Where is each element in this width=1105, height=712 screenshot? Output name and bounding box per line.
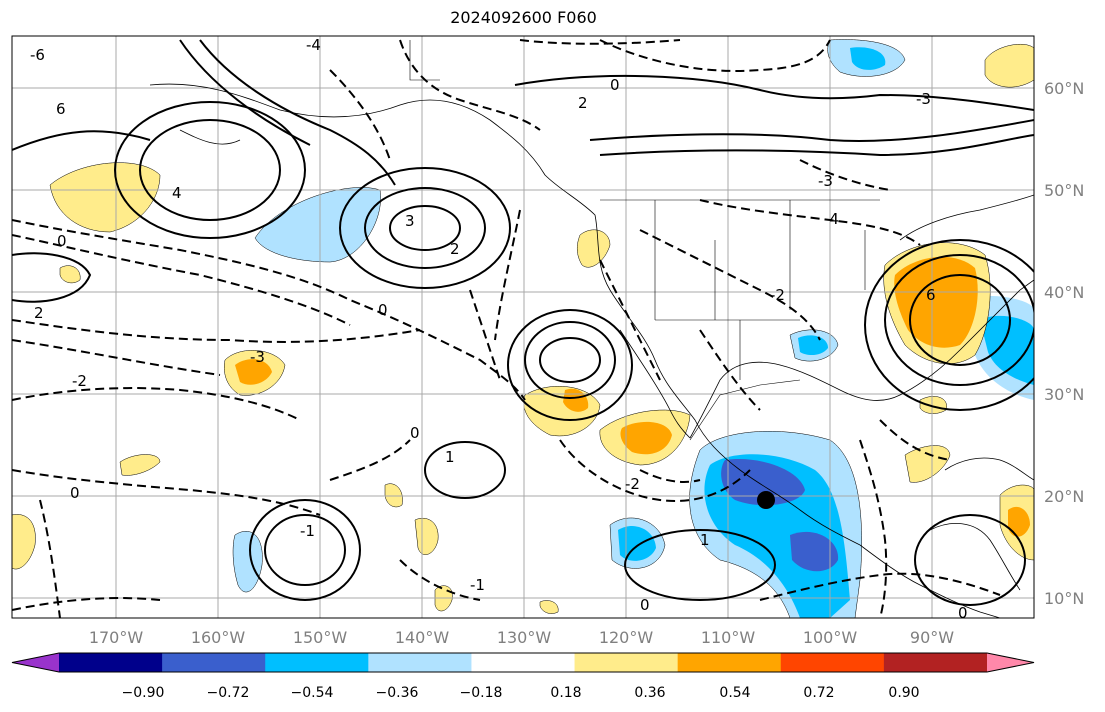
- colorbar-swatch: [883, 653, 988, 672]
- shaded-fields: [12, 39, 1034, 618]
- colorbar-swatch: [368, 653, 472, 672]
- contour-label-6: 6: [56, 100, 66, 118]
- contour-label-0d: 0: [958, 604, 968, 622]
- contour-label-0e: 0: [70, 484, 80, 502]
- contour-label-neg1b: -1: [470, 576, 485, 594]
- contour-label-neg4b: -4: [306, 36, 321, 54]
- map-background: [12, 36, 1034, 618]
- contour-label-neg3c: -3: [818, 172, 833, 190]
- colorbar-tick-label: −0.54: [291, 685, 334, 701]
- colorbar-tick-label: 0.36: [634, 685, 665, 701]
- colorbar-tick-label: −0.90: [122, 685, 165, 701]
- lat-label: 20°N: [1044, 487, 1084, 506]
- lat-label: 60°N: [1044, 79, 1084, 98]
- contour-label-2c: 2: [450, 240, 460, 258]
- colorbar-tick-label: 0.54: [719, 685, 750, 701]
- lon-label: 100°W: [803, 628, 858, 647]
- latitude-labels: 60°N 50°N 40°N 30°N 20°N 10°N: [1044, 79, 1084, 608]
- contour-label-neg2: -2: [625, 475, 640, 493]
- contour-label-neg4: -4: [824, 210, 839, 228]
- lon-label: 170°W: [89, 628, 144, 647]
- lon-label: 130°W: [497, 628, 552, 647]
- colorbar-tick-label: −0.18: [460, 685, 503, 701]
- colorbar-swatch: [265, 653, 369, 672]
- contour-label-0g: 0: [410, 424, 420, 442]
- map-border: [11, 35, 1035, 619]
- contour-label-neg3: -3: [250, 348, 265, 366]
- lat-label: 30°N: [1044, 385, 1084, 404]
- contour-label-0: 0: [57, 232, 67, 250]
- contour-label-6b: 6: [926, 286, 936, 304]
- contour-label-2b: 2: [578, 94, 588, 112]
- colorbar-swatch: [677, 653, 782, 672]
- colorbar-swatch: [59, 653, 163, 672]
- colorbar-swatch: [471, 653, 576, 672]
- lon-label: 150°W: [293, 628, 348, 647]
- colorbar-swatch: [780, 653, 885, 672]
- contour-label-1b: 1: [700, 531, 710, 549]
- longitude-labels: 170°W 160°W 150°W 140°W 130°W 120°W 110°…: [89, 628, 954, 647]
- contour-label-neg2b: -2: [72, 372, 87, 390]
- colorbar-extend-max: [987, 653, 1034, 672]
- map-title: 2024092600 F060: [450, 8, 597, 27]
- contour-label-4: 4: [172, 184, 182, 202]
- lon-label: 140°W: [395, 628, 450, 647]
- contour-label-0f: 0: [378, 301, 388, 319]
- lon-label: 110°W: [701, 628, 756, 647]
- contour-label-0c: 0: [640, 596, 650, 614]
- lat-label: 10°N: [1044, 589, 1084, 608]
- lon-label: 90°W: [910, 628, 954, 647]
- colorbar: [11, 652, 1035, 673]
- contour-label-1: 1: [445, 448, 455, 466]
- colorbar-tick-label: −0.72: [207, 685, 250, 701]
- contour-label-neg2c: -2: [770, 286, 785, 304]
- colorbar-tick-label: 0.90: [888, 685, 919, 701]
- contour-value-labels: 6 4 2 0 -1 -2 -3 -4 3 1 -6 0 2 -3 -3 0 -…: [30, 36, 968, 622]
- colorbar-tick-label: −0.36: [376, 685, 419, 701]
- colorbar-outline: [11, 652, 1035, 673]
- contour-label-neg3b: -3: [916, 90, 931, 108]
- contour-label-0b: 0: [610, 76, 620, 94]
- lat-label: 40°N: [1044, 283, 1084, 302]
- lon-label: 120°W: [599, 628, 654, 647]
- contour-label-2: 2: [34, 304, 44, 322]
- coastlines: [149, 83, 1034, 618]
- contour-label-neg6: -6: [30, 46, 45, 64]
- lat-label: 50°N: [1044, 181, 1084, 200]
- contour-label-neg1: -1: [300, 522, 315, 540]
- storm-center-marker: [757, 491, 775, 509]
- political-borders: [409, 40, 880, 441]
- colorbar-swatch: [162, 653, 266, 672]
- contour-lines: [12, 39, 1034, 618]
- graticule: [12, 36, 1034, 618]
- colorbar-tick-label: 0.18: [550, 685, 581, 701]
- colorbar-extend-min: [12, 653, 59, 672]
- colorbar-swatch: [574, 653, 679, 672]
- contour-label-3: 3: [405, 212, 415, 230]
- colorbar-tick-labels: −0.90 −0.72 −0.54 −0.36 −0.18 0.18 0.36 …: [122, 685, 920, 701]
- colorbar-tick-label: 0.72: [803, 685, 834, 701]
- lon-label: 160°W: [191, 628, 246, 647]
